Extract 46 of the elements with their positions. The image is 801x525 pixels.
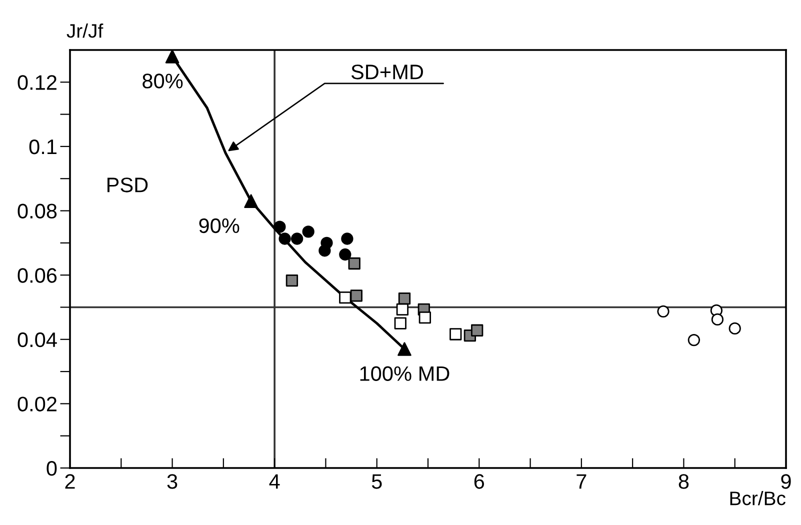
point xyxy=(302,226,314,238)
point xyxy=(278,232,291,245)
y-axis-title: Jr/Jf xyxy=(66,24,104,38)
point xyxy=(339,292,352,304)
x-tick-label: 4 xyxy=(269,474,280,489)
y-tick-label: 0.1 xyxy=(29,139,56,154)
annotation: 80% xyxy=(142,74,183,88)
point xyxy=(339,248,352,261)
y-tick-label: 0.04 xyxy=(18,332,57,348)
point xyxy=(286,274,298,287)
point xyxy=(450,328,462,340)
point xyxy=(688,334,700,346)
point xyxy=(394,317,406,330)
point xyxy=(711,313,724,326)
point xyxy=(341,232,354,245)
x-tick-label: 2 xyxy=(65,474,75,489)
point xyxy=(348,257,360,270)
y-tick-label: 0.06 xyxy=(18,268,57,283)
point xyxy=(396,303,409,316)
point xyxy=(728,322,741,335)
annotation: SD+MD xyxy=(351,64,423,80)
point xyxy=(398,342,412,356)
point xyxy=(350,290,362,302)
y-tick-label: 0.08 xyxy=(18,204,57,219)
x-tick-label: 7 xyxy=(576,474,586,489)
x-tick-label: 8 xyxy=(678,474,689,489)
annotation: 90% xyxy=(199,218,240,234)
point xyxy=(165,50,180,64)
x-tick-label: 6 xyxy=(474,474,484,489)
point xyxy=(244,194,258,208)
point xyxy=(274,220,286,233)
x-axis-title: Bcr/Bc xyxy=(730,490,786,506)
x-tick-label: 9 xyxy=(781,474,791,489)
point xyxy=(398,292,411,305)
y-tick-label: 0 xyxy=(46,461,57,476)
point xyxy=(657,305,670,318)
point xyxy=(318,244,331,257)
x-tick-label: 5 xyxy=(372,474,382,489)
annotation: PSD xyxy=(108,178,148,192)
point xyxy=(291,232,304,245)
point xyxy=(471,324,484,336)
y-tick-label: 0.02 xyxy=(18,396,56,412)
point xyxy=(418,311,432,324)
annotation: 100% MD xyxy=(360,366,450,381)
x-tick-label: 3 xyxy=(167,474,178,489)
y-tick-label: 0.12 xyxy=(18,75,56,90)
